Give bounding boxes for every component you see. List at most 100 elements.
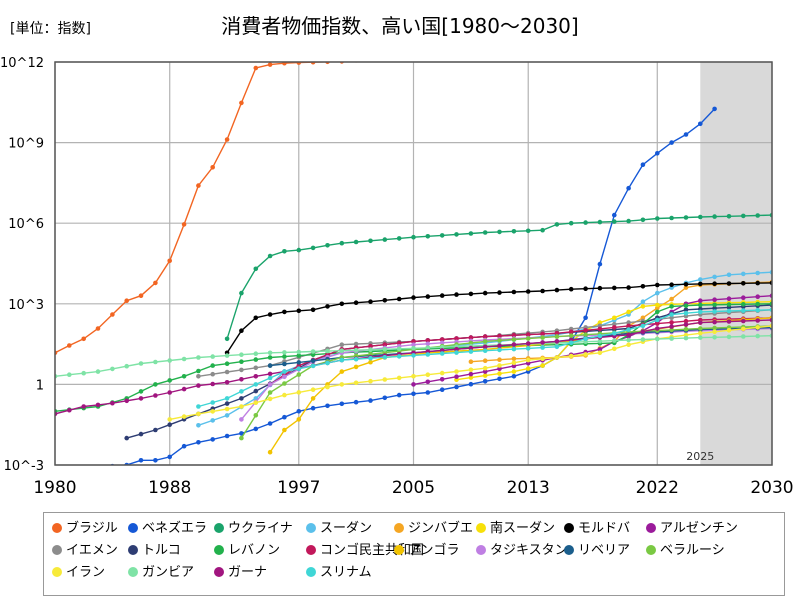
data-point xyxy=(540,227,545,233)
data-point xyxy=(525,332,531,337)
data-point xyxy=(353,356,359,362)
data-point xyxy=(325,360,330,366)
data-point xyxy=(554,355,560,360)
data-point xyxy=(239,290,244,296)
data-point xyxy=(698,302,703,308)
data-point xyxy=(669,315,674,321)
data-point xyxy=(669,327,674,333)
legend-label: イラン xyxy=(66,565,106,580)
data-point xyxy=(339,348,345,354)
data-point xyxy=(239,377,244,382)
data-point xyxy=(612,346,617,352)
data-point xyxy=(239,359,244,365)
data-point xyxy=(339,301,345,307)
data-point xyxy=(598,47,603,52)
data-point xyxy=(310,245,316,251)
data-point xyxy=(411,353,416,358)
data-point xyxy=(655,216,660,221)
data-point xyxy=(353,341,359,347)
series-line xyxy=(413,295,772,386)
data-point xyxy=(755,280,760,286)
data-point xyxy=(683,285,689,290)
data-point xyxy=(683,322,689,327)
data-point xyxy=(353,380,359,386)
data-point xyxy=(741,326,746,332)
data-point xyxy=(597,261,603,267)
data-point xyxy=(368,343,373,349)
data-point xyxy=(368,299,373,305)
data-point xyxy=(167,258,172,264)
data-point xyxy=(296,308,302,314)
data-point xyxy=(583,286,588,292)
data-point xyxy=(612,285,617,291)
data-point xyxy=(612,315,617,321)
data-point xyxy=(382,298,388,303)
data-point xyxy=(454,346,459,352)
data-point xyxy=(425,379,431,385)
data-point xyxy=(683,335,689,341)
legend-marker xyxy=(476,545,486,555)
data-point xyxy=(726,334,732,340)
data-point xyxy=(655,317,660,323)
data-point xyxy=(454,52,459,57)
data-point xyxy=(554,339,560,344)
data-point xyxy=(482,358,488,364)
data-point xyxy=(583,336,588,342)
data-point xyxy=(310,387,316,393)
data-point xyxy=(267,390,273,395)
data-point xyxy=(726,281,732,286)
data-point xyxy=(526,49,531,54)
data-point xyxy=(339,357,345,363)
data-point xyxy=(712,302,717,308)
data-point xyxy=(325,304,330,309)
data-point xyxy=(512,50,517,55)
data-point xyxy=(339,401,345,407)
data-point xyxy=(411,342,416,348)
data-point xyxy=(468,359,474,365)
data-point xyxy=(482,373,488,378)
data-point xyxy=(425,294,431,299)
data-point xyxy=(468,349,474,354)
data-point xyxy=(511,346,517,352)
data-point xyxy=(368,378,373,384)
data-point xyxy=(454,232,459,237)
data-point xyxy=(626,320,631,325)
data-point xyxy=(224,336,230,342)
data-point xyxy=(626,46,631,51)
data-point xyxy=(95,326,101,331)
legend-label: ガンビア xyxy=(142,565,195,580)
data-point xyxy=(497,357,502,363)
data-point xyxy=(110,400,115,406)
series-line xyxy=(240,327,772,420)
data-point xyxy=(741,295,746,301)
data-point xyxy=(612,219,617,224)
data-point xyxy=(726,319,732,324)
data-point xyxy=(554,287,560,293)
data-point xyxy=(425,372,431,378)
data-point xyxy=(712,297,717,303)
data-point xyxy=(253,382,259,387)
forecast-label: 2025 xyxy=(686,450,714,463)
data-point xyxy=(568,333,574,339)
data-point xyxy=(153,458,158,463)
data-point xyxy=(368,398,373,403)
data-point xyxy=(554,344,560,350)
data-point xyxy=(253,374,259,379)
data-point xyxy=(325,403,330,409)
data-point xyxy=(698,277,703,282)
data-point xyxy=(482,290,488,296)
data-point xyxy=(210,418,215,423)
legend-marker xyxy=(394,545,404,555)
legend-item: スリナム xyxy=(306,564,372,582)
data-point xyxy=(396,296,402,302)
data-point xyxy=(411,391,416,397)
data-point xyxy=(640,284,646,289)
data-point xyxy=(383,56,388,61)
data-point xyxy=(210,437,215,442)
data-point xyxy=(454,350,459,355)
legend-marker xyxy=(564,545,574,555)
data-point xyxy=(755,333,760,339)
data-point xyxy=(167,454,172,460)
data-point xyxy=(267,449,273,455)
data-point xyxy=(267,355,273,360)
